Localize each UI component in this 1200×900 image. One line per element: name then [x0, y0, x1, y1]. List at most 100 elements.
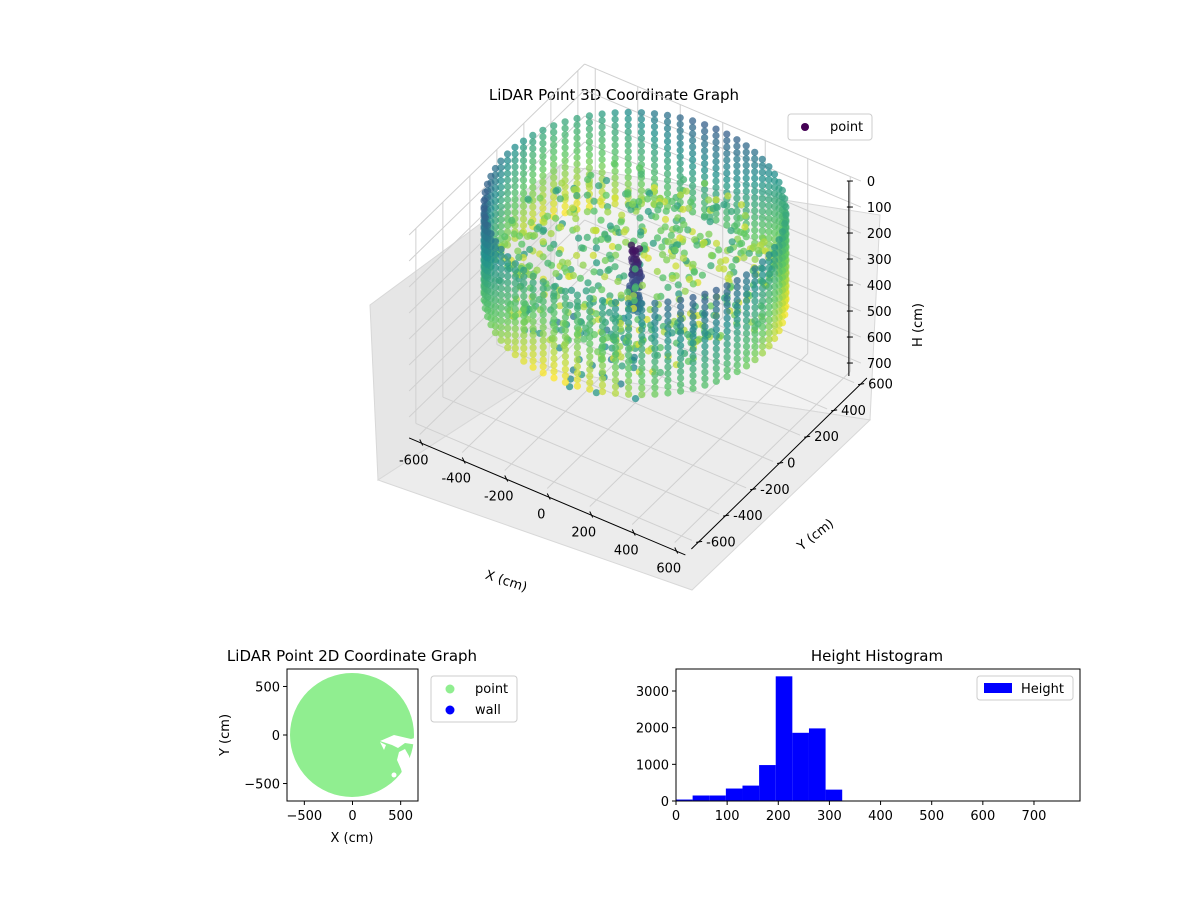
point-3d	[712, 158, 720, 166]
point-3d	[598, 355, 607, 363]
point-3d	[586, 366, 594, 374]
point-3d	[529, 144, 537, 152]
point-3d	[689, 326, 697, 334]
point-3d	[529, 190, 537, 198]
point-3d	[723, 308, 731, 316]
point-3d	[700, 213, 709, 221]
point-3d	[624, 128, 632, 136]
point-3d	[556, 302, 564, 310]
point-3d	[487, 172, 495, 180]
point-3d	[664, 382, 672, 391]
point-3d	[751, 194, 759, 202]
point-3d	[689, 293, 697, 302]
point-3d	[712, 190, 720, 198]
point-3d	[663, 176, 672, 184]
point-3d	[624, 173, 632, 181]
point-3d	[701, 147, 709, 155]
point-3d	[497, 336, 505, 344]
point-3d	[586, 372, 594, 380]
point-3d	[590, 197, 598, 205]
point-3d	[531, 231, 539, 239]
point-3d	[758, 258, 767, 266]
point-3d	[742, 349, 751, 357]
point-3d	[550, 200, 558, 208]
point-3d	[712, 377, 720, 385]
point-3d	[771, 263, 779, 271]
x-tick-label-3d: -200	[484, 489, 514, 504]
point-3d	[586, 327, 594, 335]
point-3d	[650, 175, 659, 183]
point-3d	[651, 325, 659, 333]
point-3d	[650, 142, 659, 150]
point-3d	[561, 365, 570, 373]
point-3d	[575, 234, 583, 242]
point-3d	[520, 357, 528, 365]
point-3d	[707, 251, 716, 259]
point-3d	[691, 236, 699, 244]
point-3d	[641, 245, 649, 253]
point-3d	[573, 343, 582, 351]
point-3d	[651, 299, 659, 307]
point-3d	[487, 230, 495, 238]
point-3d	[539, 204, 547, 212]
point-3d	[781, 195, 789, 203]
point-3d	[539, 238, 547, 246]
point-3d	[677, 342, 685, 350]
y-tick-3d	[858, 383, 865, 386]
point-3d	[556, 195, 564, 203]
point-3d	[511, 169, 519, 177]
point-3d	[751, 181, 759, 189]
point-3d	[758, 227, 766, 235]
point-3d	[638, 326, 646, 334]
point-3d	[552, 214, 560, 222]
point-3d	[638, 306, 646, 314]
point-3d	[573, 376, 582, 384]
point-3d	[539, 152, 547, 160]
point-3d	[751, 297, 759, 305]
point-3d	[598, 149, 606, 157]
point-3d	[677, 387, 685, 395]
point-3d	[511, 273, 519, 281]
point-3d	[529, 357, 537, 365]
histogram-bar	[775, 676, 793, 801]
point-3d	[567, 286, 576, 294]
point-3d	[765, 251, 773, 259]
point-3d	[689, 339, 697, 347]
point-3d	[497, 196, 505, 204]
point-3d	[605, 308, 614, 317]
point-3d	[663, 183, 672, 191]
point-3d	[723, 327, 731, 335]
histogram-bar	[676, 799, 693, 801]
point-3d	[529, 298, 537, 306]
point-3d	[529, 131, 537, 139]
point-3d	[758, 181, 766, 189]
point-3d	[638, 339, 646, 347]
point-3d	[676, 153, 684, 161]
point-3d	[497, 222, 505, 230]
point-3d	[520, 318, 528, 326]
point-3d	[550, 367, 558, 375]
point-3d	[529, 183, 537, 191]
x-tick-label-3d: 200	[571, 525, 596, 540]
point-3d	[758, 271, 767, 279]
chart-3d-title: LiDAR Point 3D Coordinate Graph	[489, 86, 739, 104]
point-3d	[539, 349, 547, 357]
point-3d	[651, 384, 659, 392]
point-3d	[527, 218, 535, 227]
y-tick-3d	[723, 514, 730, 517]
point-3d	[497, 330, 505, 338]
point-3d	[497, 164, 505, 172]
legend-2d-label-point: point	[475, 682, 508, 697]
point-3d	[745, 249, 753, 257]
point-3d	[701, 160, 709, 168]
point-3d	[706, 218, 714, 226]
point-3d	[539, 146, 547, 154]
point-3d	[651, 358, 659, 366]
y-tick-label-3d: 200	[814, 430, 839, 445]
point-3d	[701, 329, 709, 337]
point-3d	[529, 331, 537, 339]
point-3d	[742, 303, 751, 311]
point-3d	[701, 127, 709, 135]
point-3d	[712, 216, 720, 224]
point-3d	[598, 342, 607, 350]
